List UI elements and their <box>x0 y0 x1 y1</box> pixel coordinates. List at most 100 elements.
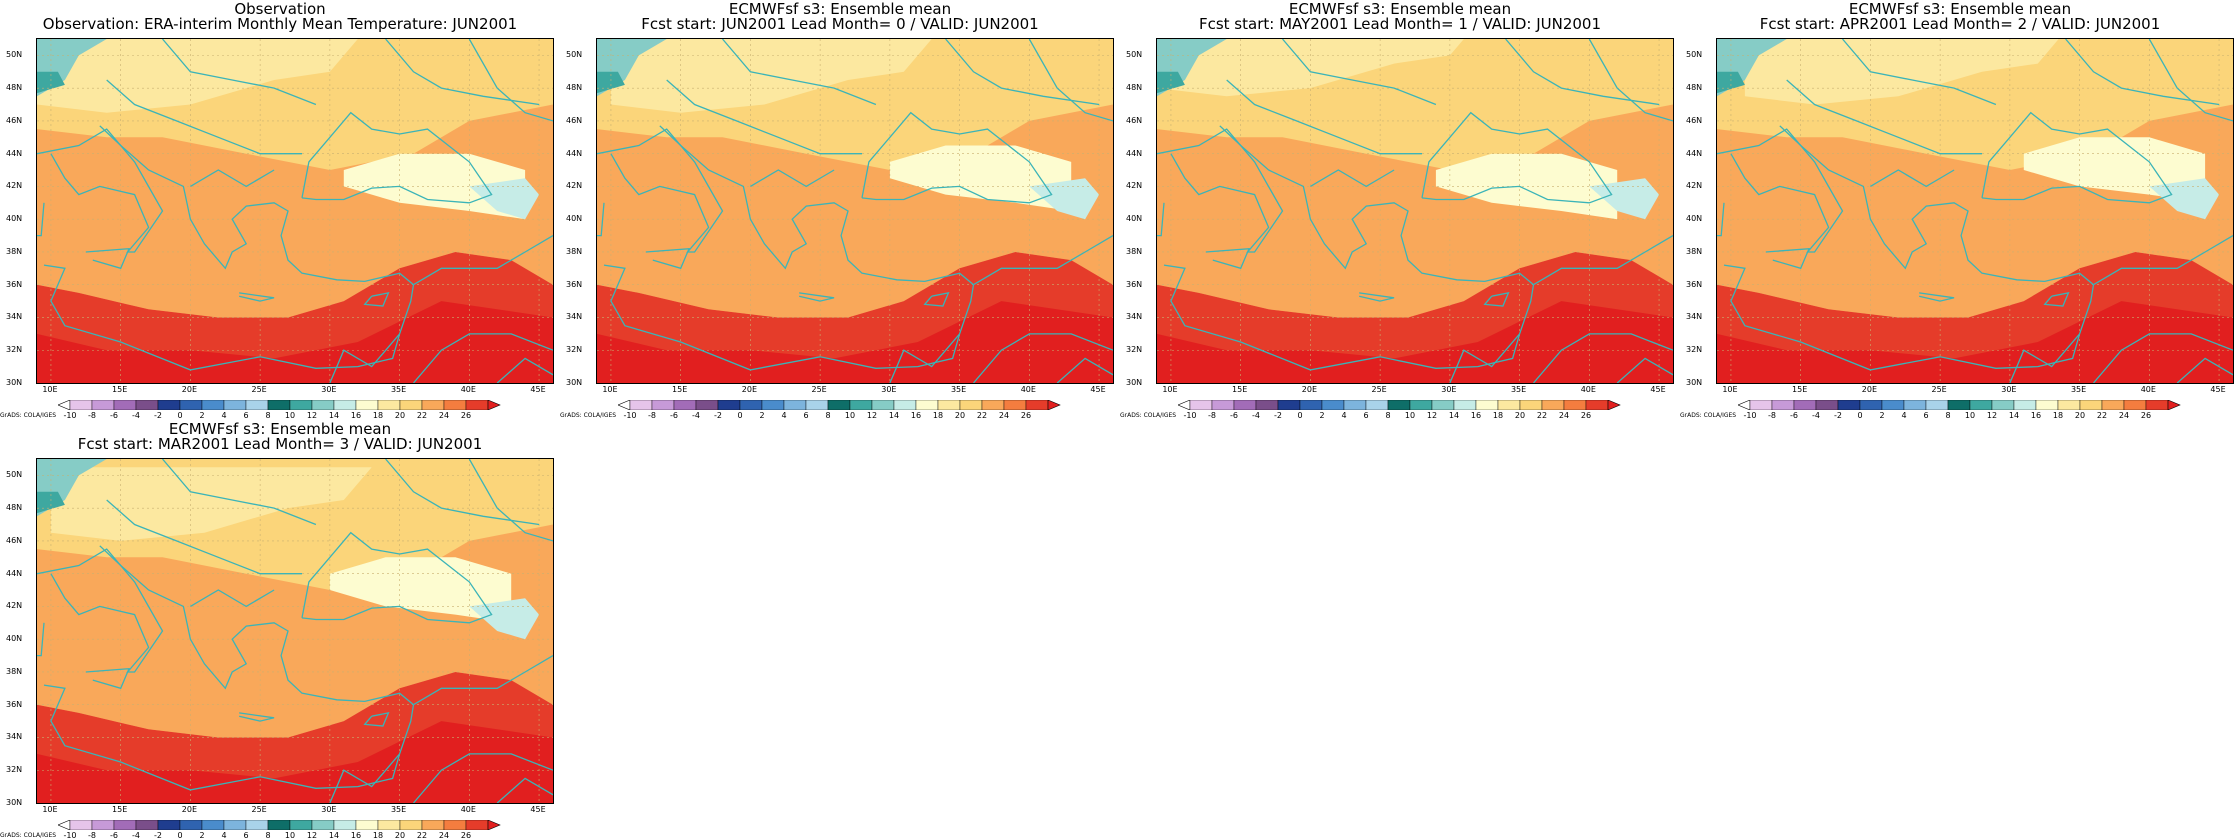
map-panel: ECMWFsf s3: Ensemble mean Fcst start: JUN… <box>560 0 1120 420</box>
colorbar-swatch <box>201 400 225 410</box>
colorbar-swatch <box>783 400 807 410</box>
temperature-zone-18 <box>50 467 372 541</box>
colorbar-label: 20 <box>394 831 406 840</box>
colorbar-label: -2 <box>714 411 722 420</box>
latitude-label: 48N <box>1126 83 1143 93</box>
coastline <box>945 39 1100 106</box>
colorbar-label: 14 <box>888 411 900 420</box>
colorbar-label: -4 <box>132 831 140 840</box>
colorbar-swatch <box>399 820 423 830</box>
temperature-zone-10 <box>1717 71 1745 94</box>
colorbar-swatch <box>223 400 247 410</box>
colorbar-swatch <box>1233 400 1257 410</box>
coastline <box>37 202 45 237</box>
colorbar-label: -10 <box>1183 411 1197 420</box>
colorbar <box>58 820 532 830</box>
coastline <box>2176 357 2233 383</box>
colorbar-label: -8 <box>1208 411 1216 420</box>
coastline <box>861 111 1053 204</box>
latitude-label: 34N <box>6 732 23 742</box>
colorbar-label: -2 <box>1274 411 1282 420</box>
colorbar-label: 16 <box>350 411 362 420</box>
colorbar-swatch <box>443 400 467 410</box>
longitude-label: 20E <box>741 385 757 394</box>
latitude-label: 34N <box>1686 312 1703 322</box>
colorbar-label: 0 <box>177 411 183 420</box>
colorbar-label: 4 <box>781 411 787 420</box>
map-title: Observation <box>234 0 326 18</box>
map-panel: Observation Observation: ERA-interim Mont… <box>0 0 560 420</box>
longitude-label: 15E <box>112 805 128 814</box>
map-subtitle: Fcst start: JUN2001 Lead Month= 0 / VALI… <box>641 15 1039 33</box>
coastline <box>301 531 493 624</box>
latitude-label: 42N <box>6 601 23 611</box>
colorbar-swatch <box>1837 400 1861 410</box>
colorbar-swatch <box>629 400 653 410</box>
coastline <box>1505 39 1660 106</box>
colorbar-swatch <box>893 400 917 410</box>
longitude-label: 10E <box>602 385 618 394</box>
coastline <box>923 292 950 307</box>
latitude-label: 48N <box>1686 83 1703 93</box>
colorbar-label: 16 <box>2030 411 2042 420</box>
coastline <box>2093 333 2233 383</box>
coastline <box>190 589 275 608</box>
temperature-zone-18 <box>1157 39 1464 97</box>
colorbar-label: 0 <box>1857 411 1863 420</box>
colorbar-swatch <box>1969 400 1993 410</box>
coastline <box>37 622 45 657</box>
colorbar-label: 26 <box>2140 411 2152 420</box>
colorbar-swatch <box>1025 400 1049 410</box>
coastline <box>239 712 275 722</box>
longitude-label: 35E <box>950 385 967 394</box>
colorbar-swatch <box>1541 400 1565 410</box>
coastline <box>363 712 390 727</box>
latitude-label: 48N <box>6 83 23 93</box>
map-plot <box>36 458 554 804</box>
colorbar-label: 4 <box>221 411 227 420</box>
longitude-label: 15E <box>1232 385 1248 394</box>
colorbar-swatch <box>1859 400 1883 410</box>
latitude-label: 38N <box>566 246 583 256</box>
latitude-label: 32N <box>566 345 583 355</box>
coastline <box>413 333 553 383</box>
colorbar-swatch <box>267 400 291 410</box>
colorbar-swatch <box>113 820 137 830</box>
colorbar-label: 24 <box>438 411 450 420</box>
colorbar-label: 12 <box>306 831 318 840</box>
colorbar-swatch <box>1453 400 1477 410</box>
colorbar-label: 4 <box>1901 411 1907 420</box>
coastline <box>106 79 302 155</box>
temperature-zone-18 <box>37 39 358 113</box>
colorbar-label: 2 <box>1319 411 1325 420</box>
colorbar-swatch <box>421 820 445 830</box>
coastline <box>1765 247 1811 270</box>
longitude-label: 40E <box>1020 385 1036 394</box>
colorbar-swatch <box>135 400 159 410</box>
colorbar-label: 8 <box>265 831 271 840</box>
coastline <box>329 333 401 383</box>
longitude-label: 10E <box>42 385 58 394</box>
colorbar-label: 2 <box>199 831 205 840</box>
colorbar-label: 26 <box>460 411 472 420</box>
colorbar-swatch <box>157 400 181 410</box>
colorbar-label: 24 <box>438 831 450 840</box>
colorbar-swatch <box>91 400 115 410</box>
colorbar-label: 24 <box>998 411 1010 420</box>
colorbar-swatch <box>2101 400 2125 410</box>
colorbar-label: 2 <box>199 411 205 420</box>
colorbar-swatch <box>1409 400 1433 410</box>
coastline <box>85 247 131 270</box>
colorbar-swatch <box>2035 400 2059 410</box>
temperature-zone-hot <box>1717 301 2233 383</box>
coastline <box>1786 79 1982 155</box>
coastline <box>239 292 275 302</box>
map-svg <box>1717 39 2233 383</box>
colorbar-label: -6 <box>1790 411 1798 420</box>
latitude-label: 50N <box>6 470 23 480</box>
colorbar-swatch <box>69 820 93 830</box>
colorbar-label: -10 <box>623 411 637 420</box>
map-panel: ECMWFsf s3: Ensemble mean Fcst start: APR… <box>1680 0 2240 420</box>
colorbar-swatch <box>717 400 741 410</box>
colorbar-label: 18 <box>2052 411 2064 420</box>
